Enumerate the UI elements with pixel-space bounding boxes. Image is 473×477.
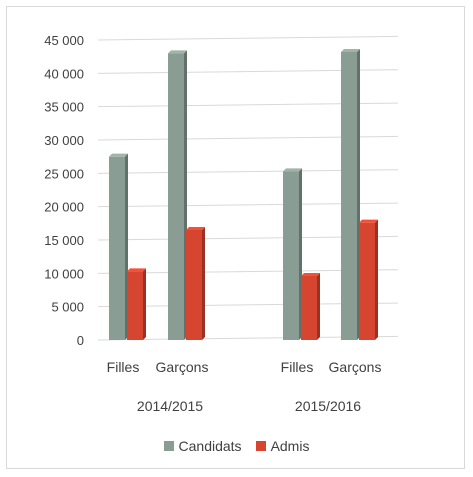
- legend-label-admis: Admis: [270, 438, 310, 454]
- y-tick-label: 5 000: [51, 300, 84, 315]
- chart-legend: Candidats Admis: [0, 438, 473, 454]
- y-tick-label: 10 000: [44, 266, 84, 281]
- category-label: Garçons: [156, 359, 209, 375]
- bar-candidats: [341, 52, 357, 340]
- gridline: [97, 35, 399, 41]
- chart-frame: [6, 6, 465, 469]
- y-tick-label: 45 000: [44, 33, 84, 48]
- bar-top-candidats: [283, 168, 302, 172]
- bar-candidats: [168, 53, 184, 340]
- bar-top-admis: [359, 219, 378, 223]
- bar-admis: [301, 276, 317, 340]
- bar-side-admis: [317, 273, 320, 340]
- bar-admis: [127, 271, 143, 340]
- bar-side-admis: [375, 219, 378, 340]
- bar-top-admis: [127, 268, 146, 272]
- bar-top-candidats: [168, 50, 187, 54]
- group-label: 2015/2016: [295, 398, 361, 414]
- legend-item-candidats: Candidats: [163, 438, 242, 454]
- category-label: Garçons: [329, 359, 382, 375]
- bar-top-candidats: [341, 49, 360, 52]
- y-tick-label: 0: [77, 333, 84, 348]
- group-label: 2014/2015: [137, 398, 203, 414]
- legend-swatch-admis: [255, 441, 266, 451]
- bar-side-admis: [202, 227, 205, 340]
- legend-label-candidats: Candidats: [178, 438, 242, 454]
- bar-top-admis: [186, 227, 205, 230]
- y-tick-label: 40 000: [44, 66, 84, 81]
- bar-top-admis: [301, 273, 320, 276]
- category-label: Filles: [281, 359, 314, 375]
- bar-candidats: [109, 156, 125, 340]
- bar-side-admis: [143, 268, 146, 340]
- legend-item-admis: Admis: [255, 438, 310, 454]
- bar-admis: [359, 222, 375, 340]
- y-tick-label: 15 000: [44, 233, 84, 248]
- bar-admis: [186, 230, 202, 340]
- bar-candidats: [283, 171, 299, 340]
- bar-top-candidats: [109, 153, 128, 157]
- y-tick-label: 20 000: [44, 200, 84, 215]
- y-tick-label: 30 000: [44, 133, 84, 148]
- category-label: Filles: [107, 359, 140, 375]
- y-tick-label: 25 000: [44, 166, 84, 181]
- legend-swatch-candidats: [163, 441, 174, 451]
- y-tick-label: 35 000: [44, 100, 84, 115]
